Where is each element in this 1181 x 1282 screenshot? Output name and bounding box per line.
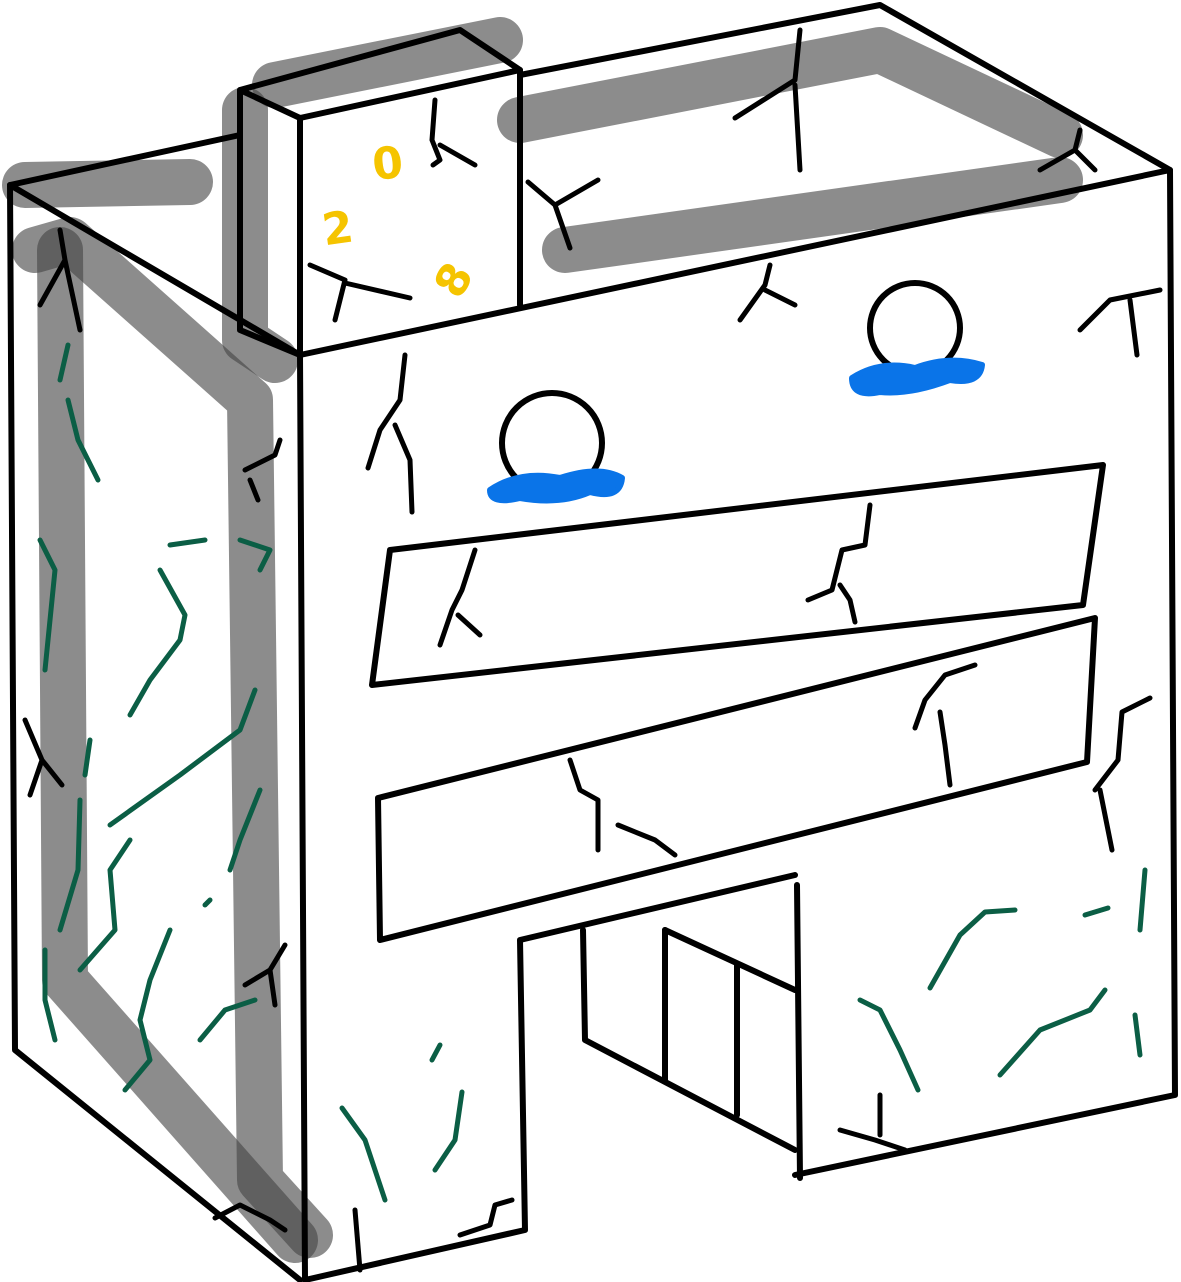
round-window-right [849,280,985,397]
digit-zero: 0 [370,137,406,191]
cracks [22,27,1163,1273]
window-bands [369,462,1106,943]
edge-shading [2,17,1083,1263]
moss-vines [37,342,1148,1203]
round-window-left [487,390,625,504]
building-outline [7,2,1178,1282]
digit-two: 2 [319,201,356,256]
doorway [580,927,798,1153]
digit-eight: 8 [424,254,483,306]
